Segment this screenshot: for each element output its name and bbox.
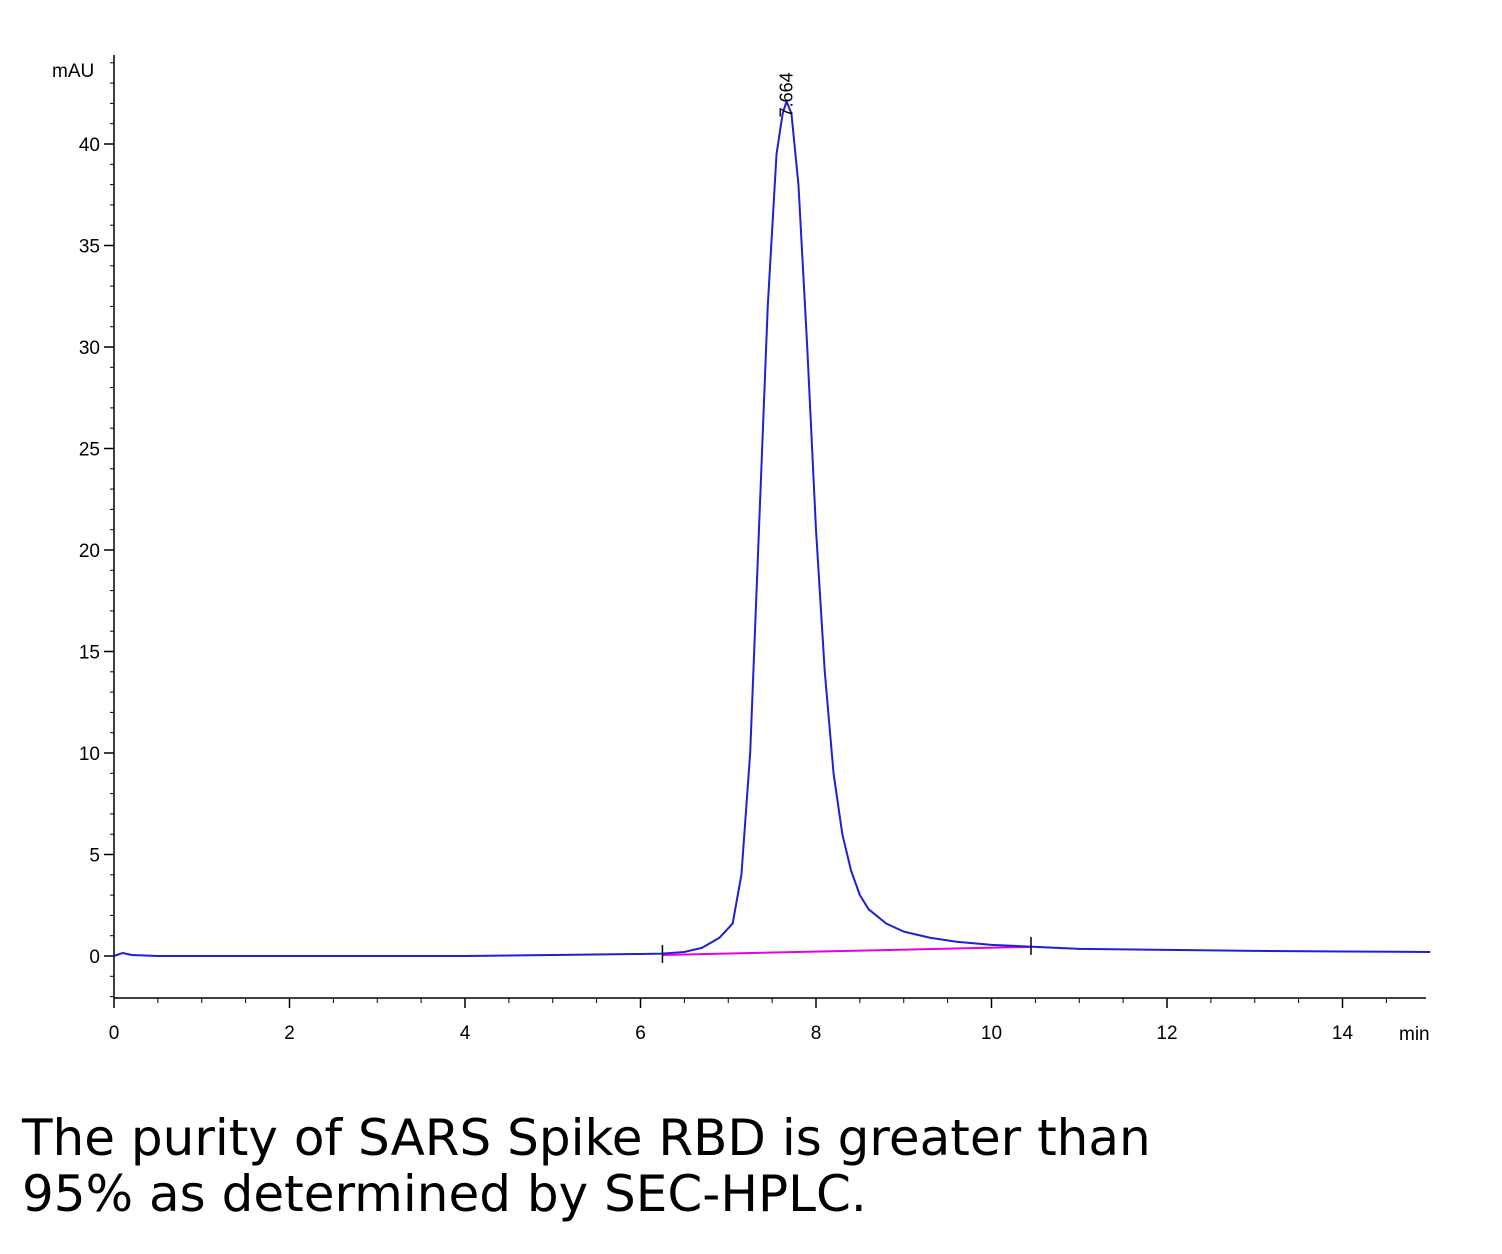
x-axis-unit-label: min: [1399, 1024, 1430, 1045]
caption-line-2: 95% as determined by SEC-HPLC.: [22, 1165, 867, 1223]
chromatogram-chart: 0 5 10 15 20 25 30 35 40 0 2 4 6 8 10 12 14 7.664 mAU m…: [52, 55, 1431, 1045]
series-layer: 7.664: [113, 72, 1431, 963]
y-tick-label: 0: [89, 947, 100, 968]
y-tick-label: 5: [89, 846, 100, 867]
x-tick-label: 14: [1332, 1023, 1354, 1044]
y-axis: 0 5 10 15 20 25 30 35 40: [79, 55, 115, 998]
x-tick-label: 2: [284, 1023, 295, 1044]
caption-line-1: The purity of SARS Spike RBD is greater …: [22, 1109, 1151, 1167]
x-tick-label: 8: [811, 1023, 822, 1044]
y-tick-label: 25: [79, 440, 100, 461]
y-axis-unit-label: mAU: [52, 61, 94, 82]
y-tick-label: 40: [79, 135, 100, 156]
x-tick-label: 10: [981, 1023, 1002, 1044]
x-tick-label: 12: [1156, 1023, 1177, 1044]
y-tick-label: 10: [79, 744, 100, 765]
signal-trace: [113, 100, 1431, 957]
y-tick-label: 30: [79, 338, 100, 359]
x-tick-label: 0: [109, 1023, 120, 1044]
figure-caption: The purity of SARS Spike RBD is greater …: [22, 1110, 1322, 1222]
y-tick-label: 15: [79, 643, 100, 664]
y-tick-label: 20: [79, 541, 100, 562]
x-tick-label: 6: [635, 1023, 646, 1044]
integration-baseline: [662, 945, 1032, 956]
x-axis: 0 2 4 6 8 10 12 14: [109, 997, 1426, 1044]
x-tick-label: 4: [460, 1023, 471, 1044]
y-tick-label: 35: [79, 237, 100, 258]
peak-retention-label: 7.664: [777, 72, 797, 117]
